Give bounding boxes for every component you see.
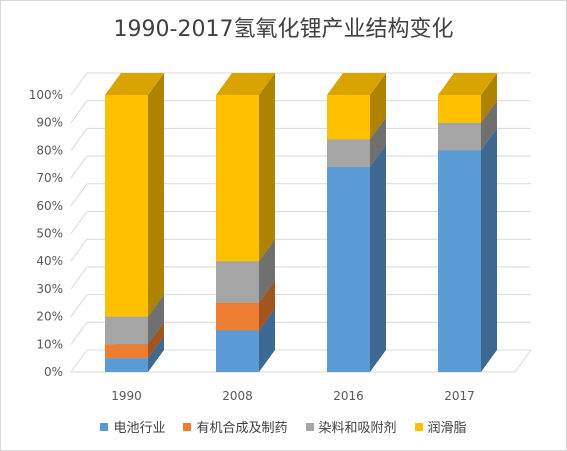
legend-label: 有机合成及制药 [196,421,288,436]
bar-segment-side [259,280,275,331]
bar-segment-side [259,239,275,303]
bar-segment-side [148,73,164,317]
gridline-depth [70,100,88,123]
y-tick-label: 100% [29,88,63,102]
y-tick-label: 10% [36,337,63,351]
legend-item: 染料和吸附剂 [305,417,397,436]
bar-segment [105,344,148,359]
bar-segment-side [481,73,497,123]
legend-swatch [100,422,109,431]
bar-segment-side [481,128,497,372]
bar-segment [105,316,148,345]
bar-segment [216,330,259,372]
gridline-depth [70,266,88,290]
bar-segment-side [370,73,386,140]
x-tick-label: 1990 [111,389,142,403]
bar-segment-side [370,117,386,168]
y-tick-label: 90% [36,116,63,130]
chart-legend: 电池行业 有机合成及制药 染料和吸附剂 润滑脂 [1,417,566,436]
legend-item: 有机合成及制药 [183,417,288,436]
bar-segment [438,150,481,372]
bar-segment-top [327,73,386,95]
bar-segment [105,358,148,372]
bar-segment [327,139,370,168]
gridline-depth [70,238,88,262]
y-tick-label: 60% [36,199,63,213]
gridline-depth [70,349,88,373]
bar-segment-top [438,73,497,95]
bar-segment-side [259,73,275,262]
x-tick-label: 2016 [333,389,364,403]
y-tick-label: 20% [36,310,63,324]
y-tick-label: 40% [36,254,63,268]
gridline-depth [70,128,88,151]
y-tick-label: 70% [36,171,63,185]
x-tick-label: 2017 [444,389,475,403]
bar-segment [105,95,148,317]
y-tick-label: 80% [36,143,63,157]
bar-segment-side [148,336,164,372]
y-tick-label: 50% [36,227,63,241]
y-tick-label: 0% [44,365,63,379]
bar-segment-side [370,145,386,372]
bar-segment-side [259,308,275,372]
bar-segment [216,261,259,303]
gridline-depth [70,183,88,207]
bar-segment [327,167,370,372]
legend-label: 染料和吸附剂 [318,421,397,436]
y-tick-label: 30% [36,282,63,296]
bar-segment [216,302,259,331]
bar-segment [438,122,481,151]
gridline-depth [70,211,88,234]
gridline-depth [70,72,88,96]
bar-segment-top [105,73,164,95]
legend-swatch [183,422,192,431]
gridline-depth [70,294,88,317]
gridline-depth [70,322,88,345]
bar-segment [216,95,259,262]
legend-label: 润滑脂 [427,421,467,436]
legend-swatch [414,422,423,431]
bar-segment [438,95,481,123]
floor-edge-depth [514,349,532,373]
legend-item: 润滑脂 [414,417,467,436]
legend-item: 电池行业 [100,417,165,436]
bar-segment-side [148,294,164,345]
legend-label: 电池行业 [113,421,166,436]
bar-segment [327,95,370,140]
bar-segment-side [148,322,164,359]
bar-segment-top [216,73,275,95]
gridline-depth [70,155,88,179]
x-tick-label: 2008 [222,389,253,403]
bar-segment-side [481,100,497,151]
legend-swatch [305,422,314,431]
chart-title: 1990-2017氢氧化锂产业结构变化 [113,17,454,42]
